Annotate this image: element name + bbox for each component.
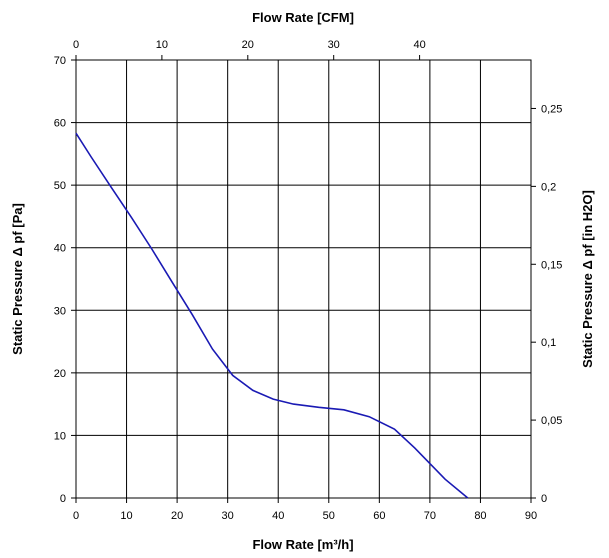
y-tick-label: 60 — [54, 118, 66, 130]
x-tick-label: 40 — [272, 510, 284, 522]
plot-frame — [75, 59, 532, 499]
y-axis-title: Static Pressure Δ pf [Pa] — [10, 203, 25, 355]
y2-tick-label: 0,25 — [541, 103, 562, 115]
y2-tick-label: 0,1 — [541, 337, 556, 349]
x2-tick-label: 30 — [328, 39, 340, 51]
y-tick-label: 50 — [54, 180, 66, 192]
x-tick-label: 60 — [373, 510, 385, 522]
y2-tick-label: 0 — [541, 493, 547, 505]
x2-tick-label: 10 — [156, 39, 168, 51]
y-tick-label: 20 — [54, 368, 66, 380]
grid — [71, 55, 536, 503]
x-tick-label: 50 — [323, 510, 335, 522]
y2-axis-title: Static Pressure Δ pf [in H2O] — [580, 190, 595, 368]
x2-axis-title: Flow Rate [CFM] — [252, 10, 354, 25]
y-tick-label: 70 — [54, 55, 66, 67]
x-tick-label: 80 — [474, 510, 486, 522]
y-tick-label: 10 — [54, 430, 66, 442]
x2-tick-label: 40 — [413, 39, 425, 51]
x-tick-label: 10 — [120, 510, 132, 522]
tick-labels: 0 10 20 30 40 50 60 70 80 90 0 10 20 30 40 50 60 70 0 10 20 3… — [54, 39, 563, 522]
y2-tick-label: 0,05 — [541, 415, 562, 427]
y2-tick-label: 0,2 — [541, 181, 556, 193]
x-axis-title: Flow Rate [m³/h] — [252, 537, 353, 552]
x-tick-label: 90 — [525, 510, 537, 522]
y-tick-label: 0 — [60, 493, 66, 505]
x-tick-label: 70 — [424, 510, 436, 522]
x2-tick-label: 20 — [242, 39, 254, 51]
y-tick-label: 40 — [54, 243, 66, 255]
y-tick-label: 30 — [54, 305, 66, 317]
x-tick-label: 0 — [73, 510, 79, 522]
y2-tick-label: 0,15 — [541, 259, 562, 271]
series-line — [75, 132, 469, 499]
x-tick-label: 30 — [222, 510, 234, 522]
x-tick-label: 20 — [171, 510, 183, 522]
x2-tick-label: 0 — [73, 39, 79, 51]
